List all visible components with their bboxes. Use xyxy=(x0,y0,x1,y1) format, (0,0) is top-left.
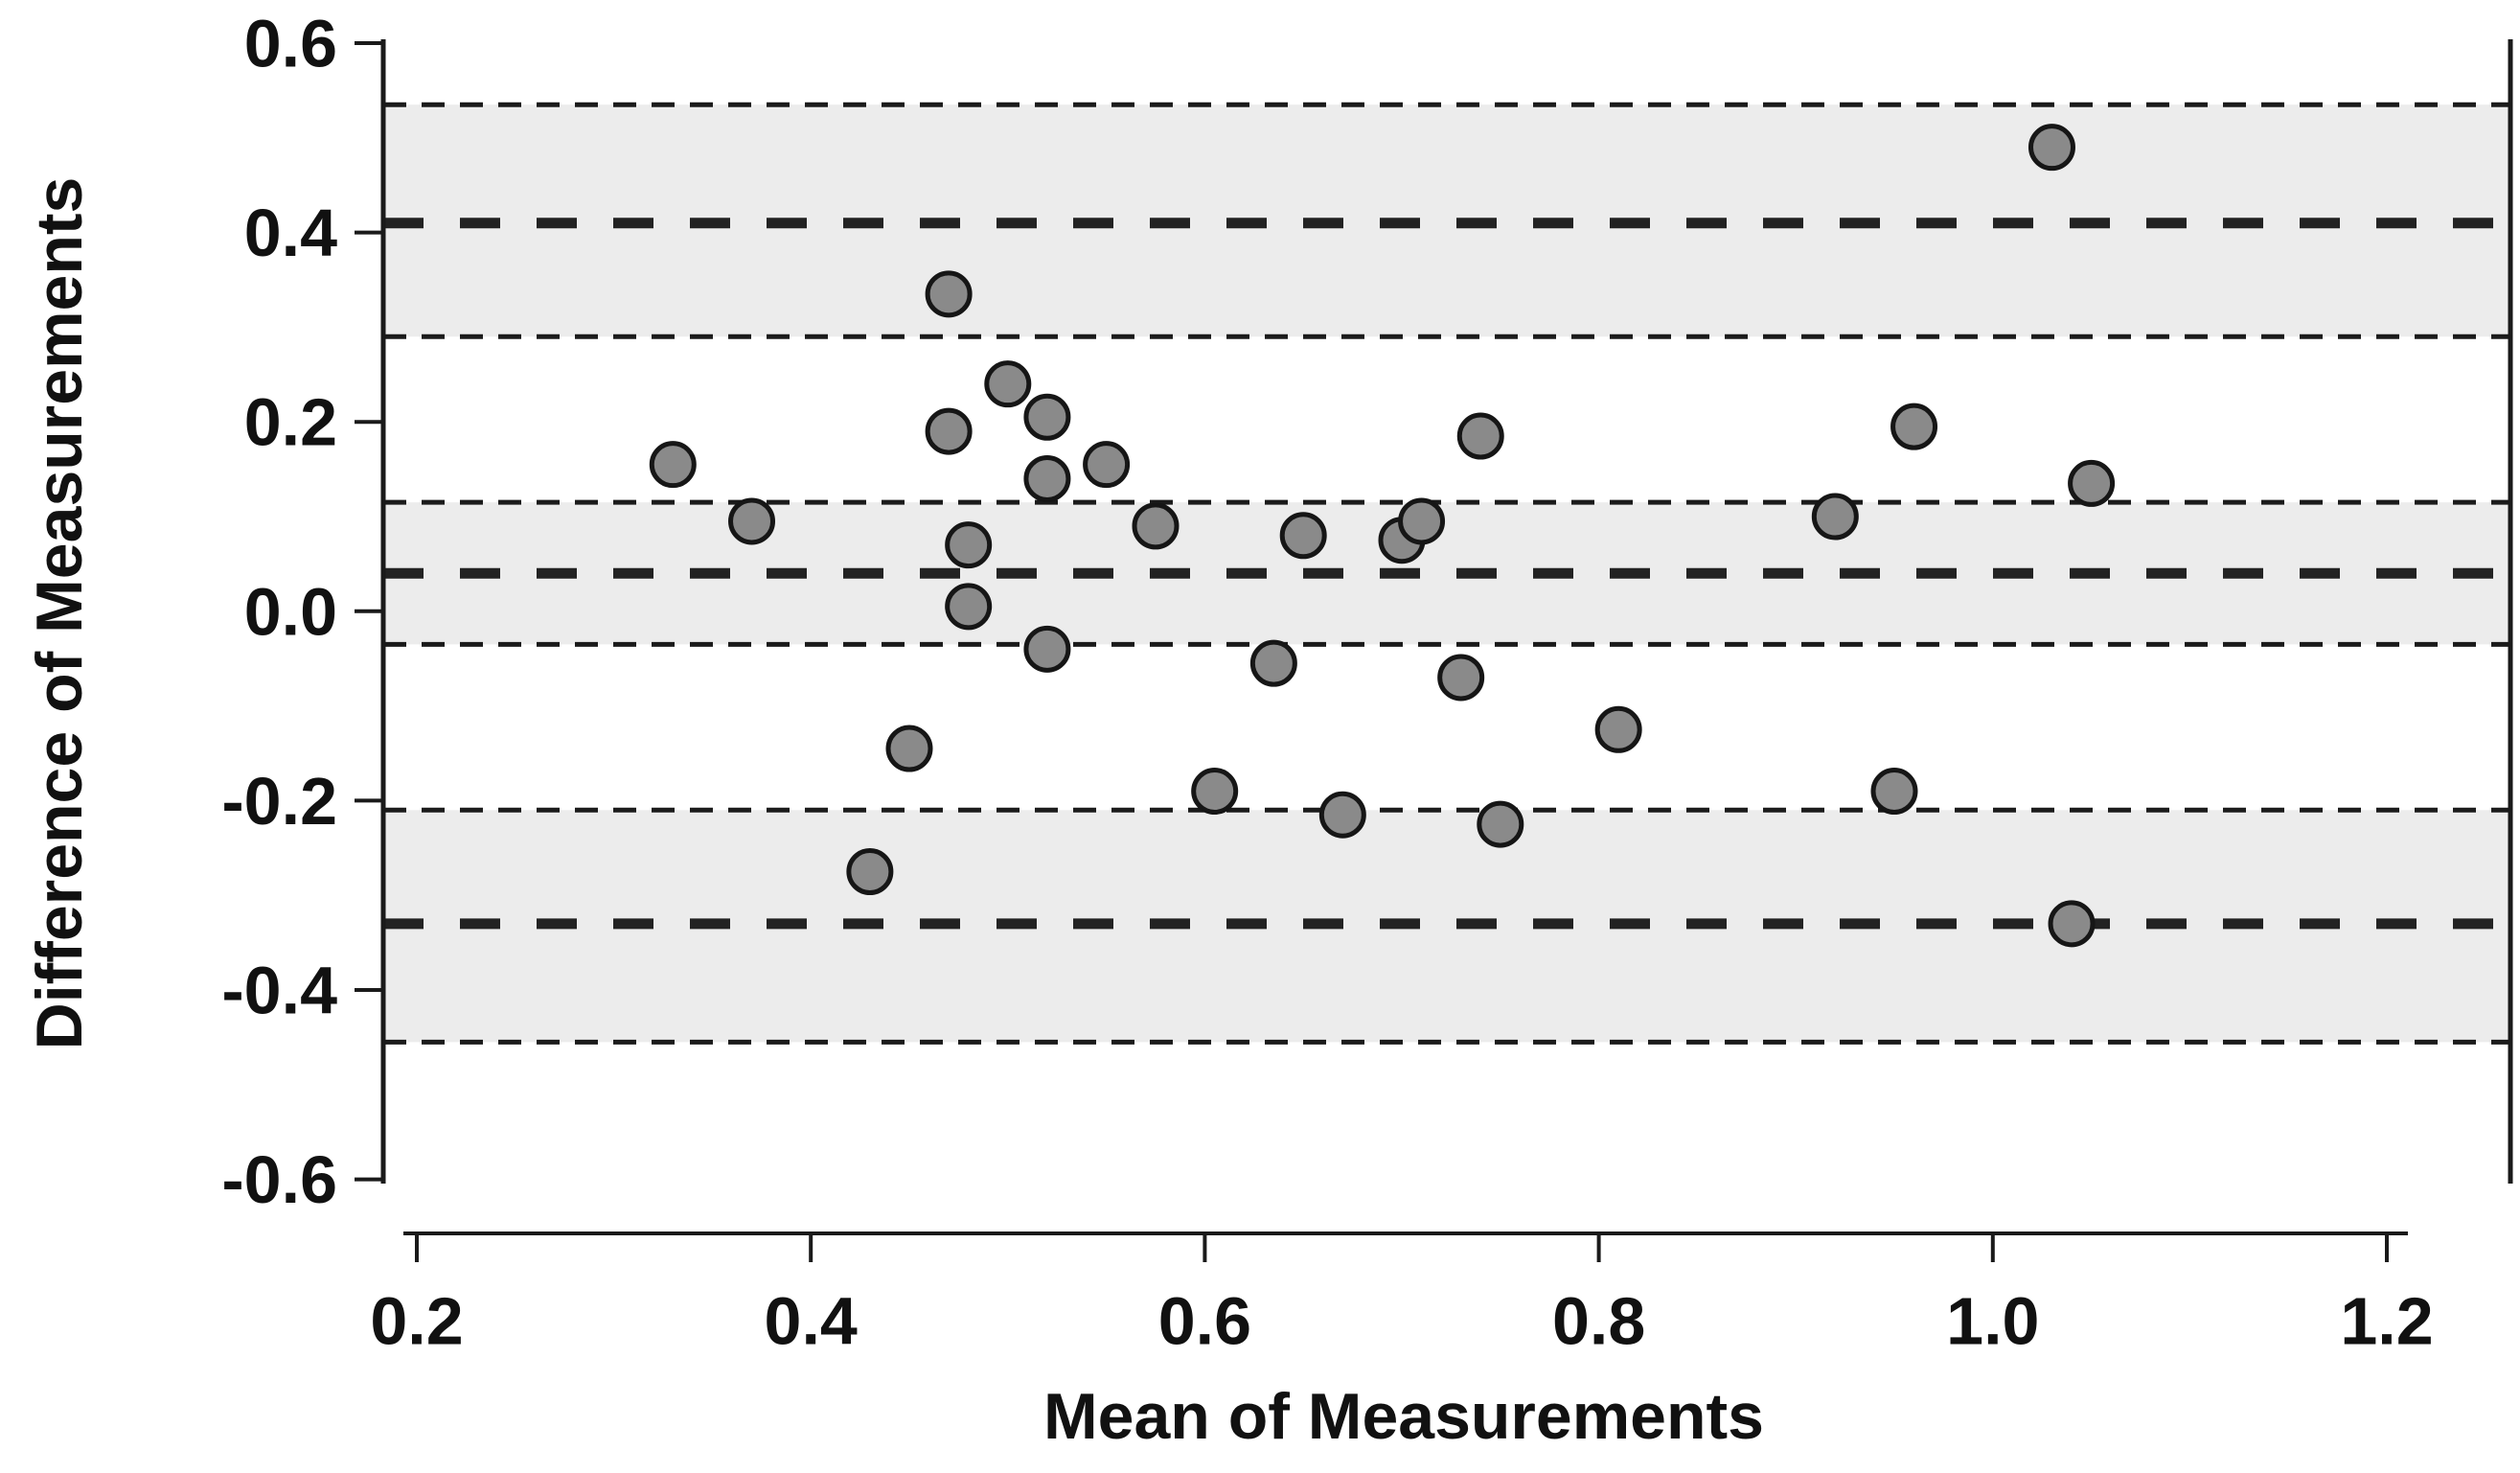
data-point xyxy=(2048,900,2096,948)
x-tick-label: 0.8 xyxy=(1552,1284,1645,1359)
y-tick-label: 0.6 xyxy=(244,7,337,81)
y-tick-label: -0.2 xyxy=(221,764,337,839)
y-axis-title: Difference of Measurements xyxy=(23,176,96,1050)
data-point xyxy=(1191,768,1239,816)
data-point xyxy=(1870,768,1918,816)
data-point xyxy=(1023,625,1071,673)
data-point xyxy=(1318,791,1366,839)
y-tick-label: 0.2 xyxy=(244,385,337,460)
y-tick-label: 0.4 xyxy=(244,196,337,270)
data-point xyxy=(1023,393,1071,441)
y-tick-label: -0.6 xyxy=(221,1142,337,1217)
data-point xyxy=(1132,502,1180,550)
data-point xyxy=(1437,654,1485,702)
x-tick-label: 0.6 xyxy=(1158,1284,1251,1359)
x-tick-label: 0.4 xyxy=(765,1284,858,1359)
data-point xyxy=(1594,705,1642,753)
x-tick-label: 1.2 xyxy=(2340,1284,2433,1359)
data-point xyxy=(885,725,933,772)
y-tick-label: -0.4 xyxy=(221,954,337,1028)
data-point xyxy=(2027,124,2075,172)
x-tick-label: 0.2 xyxy=(370,1284,463,1359)
data-point xyxy=(1398,497,1446,545)
data-point xyxy=(1249,639,1297,687)
data-point xyxy=(1477,800,1524,848)
data-point xyxy=(1023,454,1071,502)
data-point xyxy=(1456,412,1504,460)
data-point xyxy=(1083,441,1131,489)
data-point xyxy=(1811,493,1859,541)
data-point xyxy=(1890,403,1938,450)
data-point xyxy=(728,497,776,545)
data-point xyxy=(925,270,973,318)
data-point xyxy=(846,848,894,895)
y-tick-label: 0.0 xyxy=(244,574,337,649)
data-point xyxy=(984,360,1032,408)
x-axis-title: Mean of Measurements xyxy=(1043,1380,1764,1453)
data-point xyxy=(2068,459,2116,507)
x-tick-label: 1.0 xyxy=(1946,1284,2039,1359)
data-point xyxy=(945,583,993,631)
data-point xyxy=(649,441,697,489)
data-point xyxy=(945,521,993,569)
data-point xyxy=(925,407,973,455)
data-point xyxy=(1279,512,1327,560)
